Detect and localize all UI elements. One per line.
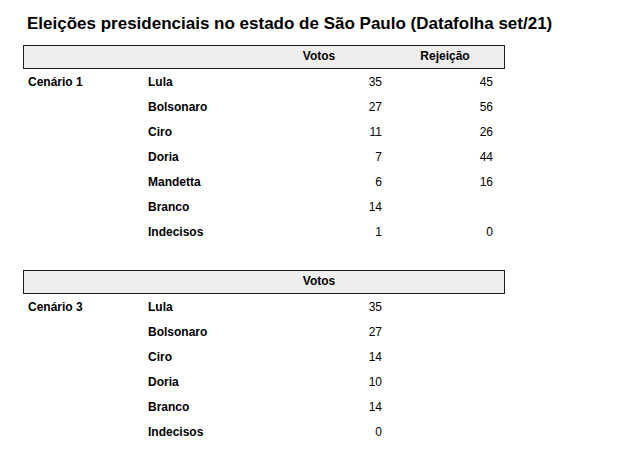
votos-value: 14 (248, 395, 382, 420)
candidate-name: Lula (148, 70, 248, 95)
table1-header-row: Votos Rejeição (23, 45, 505, 69)
table-row: Mandetta 6 16 (0, 170, 643, 195)
votos-value: 27 (248, 95, 382, 120)
votos-value: 7 (248, 145, 382, 170)
rejeicao-value: 44 (388, 145, 493, 170)
votos-value: 14 (248, 195, 382, 220)
table-row: Ciro 11 26 (0, 120, 643, 145)
table-row: Cenário 3 Lula 35 (0, 295, 643, 320)
candidate-name: Ciro (148, 345, 248, 370)
rejeicao-value: 16 (388, 170, 493, 195)
rejeicao-value: 26 (388, 120, 493, 145)
scenario-label: Cenário 3 (28, 295, 140, 320)
rejeicao-value: 45 (388, 70, 493, 95)
table-row: Cenário 1 Lula 35 45 (0, 70, 643, 95)
table1-column-header-rejeicao: Rejeição (389, 46, 501, 67)
candidate-name: Doria (148, 145, 248, 170)
scenario-label: Cenário 1 (28, 70, 140, 95)
candidate-name: Lula (148, 295, 248, 320)
table-row: Indecisos 1 0 (0, 220, 643, 245)
table-row: Bolsonaro 27 (0, 320, 643, 345)
page-title: Eleições presidenciais no estado de São … (27, 14, 552, 34)
spreadsheet-page: Eleições presidenciais no estado de São … (0, 0, 643, 458)
rejeicao-value: 0 (388, 220, 493, 245)
candidate-name: Bolsonaro (148, 95, 248, 120)
votos-value: 35 (248, 70, 382, 95)
table-row: Indecisos 0 (0, 420, 643, 445)
votos-value: 0 (248, 420, 382, 445)
candidate-name: Branco (148, 395, 248, 420)
candidate-name: Bolsonaro (148, 320, 248, 345)
votos-value: 10 (248, 370, 382, 395)
votos-value: 6 (248, 170, 382, 195)
candidate-name: Branco (148, 195, 248, 220)
votos-value: 11 (248, 120, 382, 145)
candidate-name: Doria (148, 370, 248, 395)
table-row: Branco 14 (0, 395, 643, 420)
votos-value: 14 (248, 345, 382, 370)
table2-header-row: Votos (23, 270, 505, 294)
table1-column-header-votos: Votos (249, 46, 389, 67)
table-row: Ciro 14 (0, 345, 643, 370)
table-row: Bolsonaro 27 56 (0, 95, 643, 120)
candidate-name: Mandetta (148, 170, 248, 195)
candidate-name: Indecisos (148, 420, 248, 445)
rejeicao-value: 56 (388, 95, 493, 120)
votos-value: 1 (248, 220, 382, 245)
table-row: Doria 7 44 (0, 145, 643, 170)
candidate-name: Indecisos (148, 220, 248, 245)
votos-value: 27 (248, 320, 382, 345)
table-row: Branco 14 (0, 195, 643, 220)
candidate-name: Ciro (148, 120, 248, 145)
table2-column-header-votos: Votos (249, 271, 389, 292)
votos-value: 35 (248, 295, 382, 320)
table-row: Doria 10 (0, 370, 643, 395)
